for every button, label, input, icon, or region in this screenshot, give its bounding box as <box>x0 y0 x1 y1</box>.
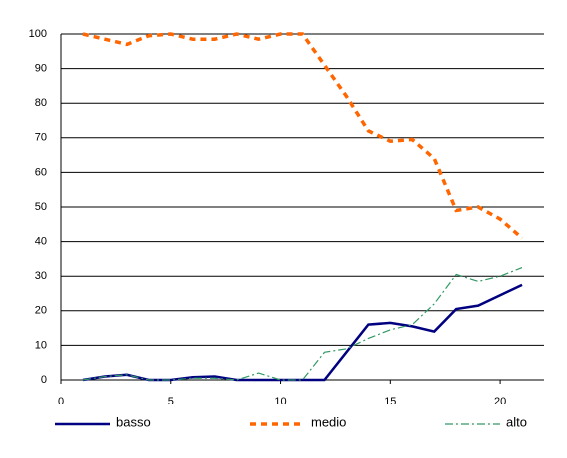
y-tick-label: 70 <box>35 132 47 144</box>
legend-label: alto <box>506 414 527 429</box>
y-tick-label: 60 <box>35 166 47 178</box>
x-tick-label: 20 <box>494 396 506 408</box>
y-tick-label: 100 <box>29 28 47 40</box>
y-tick-label: 90 <box>35 63 47 75</box>
legend-label: basso <box>116 414 151 429</box>
y-tick-label: 50 <box>35 201 47 213</box>
x-tick-label: 15 <box>384 396 396 408</box>
y-tick-label: 20 <box>35 305 47 317</box>
y-tick-label: 10 <box>35 339 47 351</box>
y-tick-label: 80 <box>35 97 47 109</box>
series-line <box>82 283 523 382</box>
x-tick-label: 0 <box>58 396 64 408</box>
y-tick-label: 0 <box>41 374 47 386</box>
series-line <box>82 32 524 240</box>
y-tick-label: 40 <box>35 236 47 248</box>
x-tick-label: 5 <box>168 396 174 408</box>
x-tick-label: 10 <box>274 396 286 408</box>
series-line <box>82 266 523 381</box>
legend-label: medio <box>311 414 346 429</box>
y-tick-label: 30 <box>35 270 47 282</box>
